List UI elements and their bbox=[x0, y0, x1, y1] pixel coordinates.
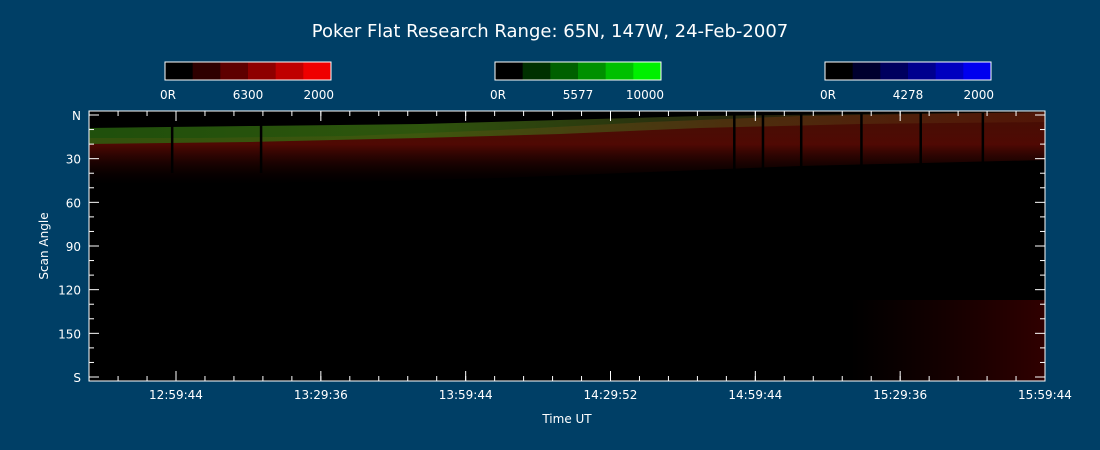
colorbar-red: 0R 6300 2000 bbox=[160, 61, 334, 102]
colorbar-swatch bbox=[880, 62, 909, 80]
colorbar-max-label: 10000 bbox=[626, 88, 664, 102]
x-tick-label: 14:59:44 bbox=[728, 388, 782, 402]
y-axis: N 30 60 90 120 150 S bbox=[58, 109, 1045, 385]
colorbar-swatch bbox=[963, 62, 992, 80]
plot-area bbox=[88, 110, 1046, 382]
colorbar-swatch bbox=[192, 62, 221, 80]
colorbar-swatch bbox=[578, 62, 607, 80]
colorbar-mid-label: 6300 bbox=[233, 88, 264, 102]
colorbar-swatch bbox=[825, 62, 854, 80]
colorbar-max-label: 2000 bbox=[303, 88, 334, 102]
colorbar-swatch bbox=[550, 62, 579, 80]
x-tick-label: 15:59:44 bbox=[1018, 388, 1072, 402]
colorbar-mid-label: 5577 bbox=[563, 88, 594, 102]
colorbar-swatch bbox=[852, 62, 881, 80]
y-tick-label: 90 bbox=[66, 240, 81, 254]
colorbar-min-label: 0R bbox=[160, 88, 176, 102]
colorbar-mid-label: 4278 bbox=[893, 88, 924, 102]
colorbar-swatch bbox=[605, 62, 634, 80]
colorbar-frame bbox=[494, 61, 662, 81]
colorbar-green: 0R 5577 10000 bbox=[490, 61, 664, 102]
y-tick-label: 120 bbox=[58, 284, 81, 298]
colorbar-frame bbox=[164, 61, 332, 81]
x-axis: 12:59:44 13:29:36 13:59:44 14:29:52 14:59:44… bbox=[88, 111, 1072, 402]
colorbar-blue: 0R 4278 2000 bbox=[820, 61, 994, 102]
colorbar-swatch bbox=[908, 62, 937, 80]
dark-streaks bbox=[170, 113, 985, 173]
red-lower-right-glow bbox=[850, 300, 1045, 381]
red-emission-band bbox=[89, 112, 1045, 184]
green-emission-band bbox=[89, 112, 1045, 144]
colorbar-swatch bbox=[303, 62, 332, 80]
colorbar-min-label: 0R bbox=[490, 88, 506, 102]
y-tick-label: 60 bbox=[66, 196, 81, 210]
colorbar-swatch bbox=[633, 62, 662, 80]
colorbar-swatch bbox=[275, 62, 304, 80]
colorbar-swatch bbox=[495, 62, 524, 80]
colorbar-min-label: 0R bbox=[820, 88, 836, 102]
colorbar-swatch bbox=[248, 62, 277, 80]
y-tick-label: N bbox=[72, 109, 81, 123]
colorbars: 0R 6300 2000 0R 5577 10000 0R 4278 2000 bbox=[160, 61, 994, 102]
x-tick-label: 15:29:36 bbox=[873, 388, 927, 402]
colorbar-swatch bbox=[935, 62, 964, 80]
colorbar-swatch bbox=[220, 62, 249, 80]
x-axis-label: Time UT bbox=[541, 412, 592, 426]
x-tick-label: 12:59:44 bbox=[149, 388, 203, 402]
x-tick-label: 14:29:52 bbox=[584, 388, 638, 402]
colorbar-frame bbox=[824, 61, 992, 81]
y-tick-label: 150 bbox=[58, 327, 81, 341]
y-axis-label: Scan Angle bbox=[37, 212, 51, 279]
colorbar-max-label: 2000 bbox=[963, 88, 994, 102]
y-tick-label: S bbox=[73, 371, 81, 385]
x-tick-label: 13:29:36 bbox=[294, 388, 348, 402]
colorbar-swatch bbox=[165, 62, 194, 80]
x-tick-label: 13:59:44 bbox=[439, 388, 493, 402]
chart-title: Poker Flat Research Range: 65N, 147W, 24… bbox=[312, 21, 788, 42]
y-tick-label: 30 bbox=[66, 153, 81, 167]
colorbar-swatch bbox=[522, 62, 551, 80]
